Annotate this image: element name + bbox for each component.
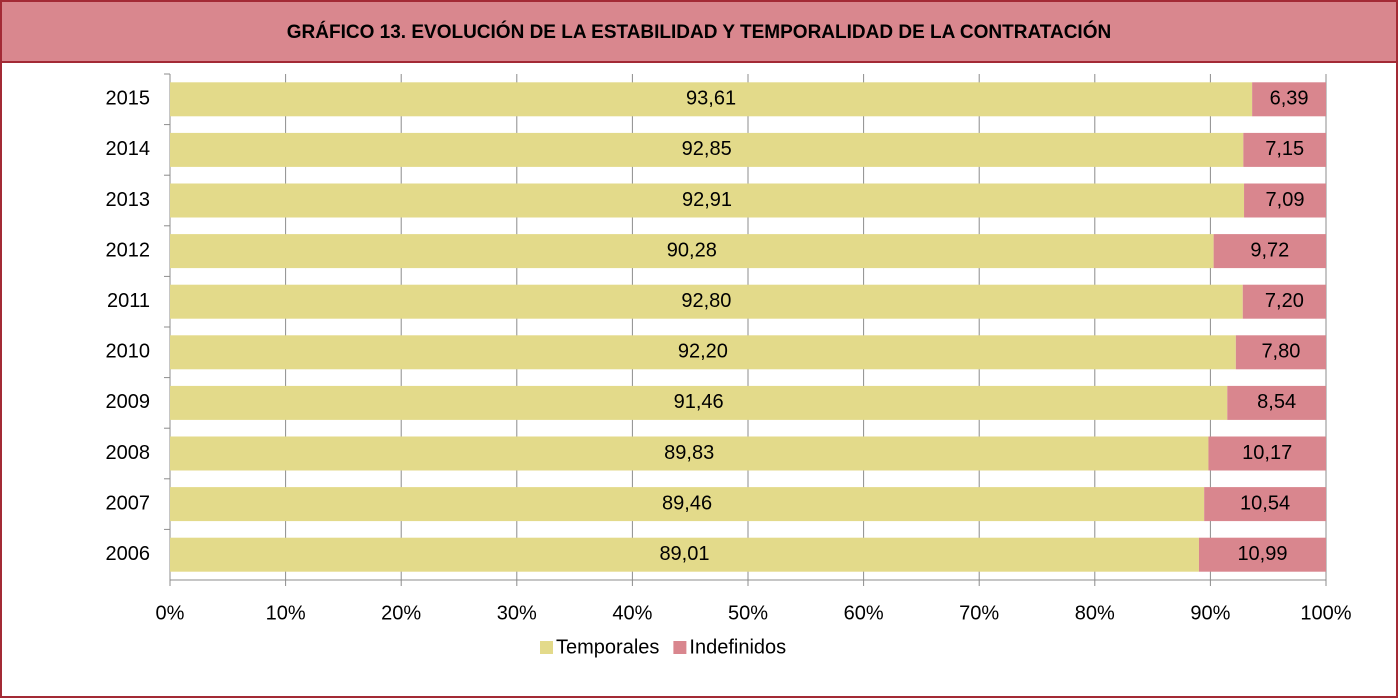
legend-label: Temporales: [556, 636, 659, 658]
bar-segment: [1208, 436, 1326, 471]
data-label: 92,91: [682, 189, 732, 211]
y-tick-label: 2009: [106, 391, 151, 413]
y-tick-label: 2015: [106, 88, 151, 110]
bar-segment: [1244, 183, 1326, 218]
data-label: 89,46: [662, 492, 712, 514]
y-tick-label: 2010: [106, 341, 151, 363]
data-label: 91,46: [674, 391, 724, 413]
bar-segment: [170, 234, 1214, 269]
bar-segment: [170, 183, 1245, 218]
data-label: 8,54: [1257, 391, 1296, 413]
x-tick-label: 50%: [728, 602, 768, 624]
bar-segment: [1243, 132, 1326, 167]
data-label: 10,54: [1240, 492, 1290, 514]
header: [0, 0, 1398, 63]
bar-segment: [170, 385, 1228, 420]
bar-segment: [1235, 335, 1326, 370]
y-tick-label: 2012: [106, 239, 151, 261]
bar-segment: [170, 436, 1209, 471]
bar-segment: [170, 284, 1243, 319]
legend-swatch: [673, 641, 687, 654]
data-label: 7,09: [1266, 189, 1305, 211]
data-label: 92,20: [678, 341, 728, 363]
bar-segment: [1242, 284, 1326, 319]
bar-segment: [170, 132, 1244, 167]
bar-segment: [1252, 82, 1326, 117]
x-tick-label: 90%: [1190, 602, 1230, 624]
x-tick-label: 40%: [612, 602, 652, 624]
y-tick-label: 2013: [106, 189, 151, 211]
data-label: 10,17: [1242, 442, 1292, 464]
y-tick-label: 2008: [106, 442, 151, 464]
x-tick-label: 0%: [156, 602, 185, 624]
data-label: 7,20: [1265, 290, 1304, 312]
data-label: 7,80: [1261, 341, 1300, 363]
x-tick-label: 10%: [266, 602, 306, 624]
bar-segment: [1213, 234, 1326, 269]
data-label: 7,15: [1265, 138, 1304, 160]
data-label: 89,83: [664, 442, 714, 464]
x-tick-label: 70%: [959, 602, 999, 624]
data-label: 90,28: [667, 239, 717, 261]
y-tick-label: 2014: [106, 138, 151, 160]
bar-segment: [170, 82, 1253, 117]
bar-segment: [170, 335, 1236, 370]
y-tick-label: 2007: [106, 492, 151, 514]
data-label: 93,61: [686, 88, 736, 110]
data-label: 6,39: [1270, 88, 1309, 110]
x-tick-label: 20%: [381, 602, 421, 624]
y-tick-label: 2006: [106, 543, 151, 565]
data-label: 92,85: [682, 138, 732, 160]
bar-segment: [170, 487, 1205, 522]
data-label: 9,72: [1250, 239, 1289, 261]
x-tick-label: 60%: [844, 602, 884, 624]
data-label: 89,01: [659, 543, 709, 565]
bar-segment: [1198, 537, 1326, 572]
x-tick-label: 30%: [497, 602, 537, 624]
legend-swatch: [540, 641, 553, 654]
y-tick-label: 2011: [107, 290, 150, 312]
x-tick-label: 100%: [1300, 602, 1351, 624]
bar-segment: [1204, 487, 1326, 522]
chart-title: GRÁFICO 13. EVOLUCIÓN DE LA ESTABILIDAD …: [287, 21, 1111, 43]
legend-label: Indefinidos: [689, 636, 786, 658]
bar-segment: [170, 537, 1199, 572]
data-label: 10,99: [1237, 543, 1287, 565]
data-label: 92,80: [681, 290, 731, 312]
bar-segment: [1227, 385, 1326, 420]
x-tick-label: 80%: [1075, 602, 1115, 624]
